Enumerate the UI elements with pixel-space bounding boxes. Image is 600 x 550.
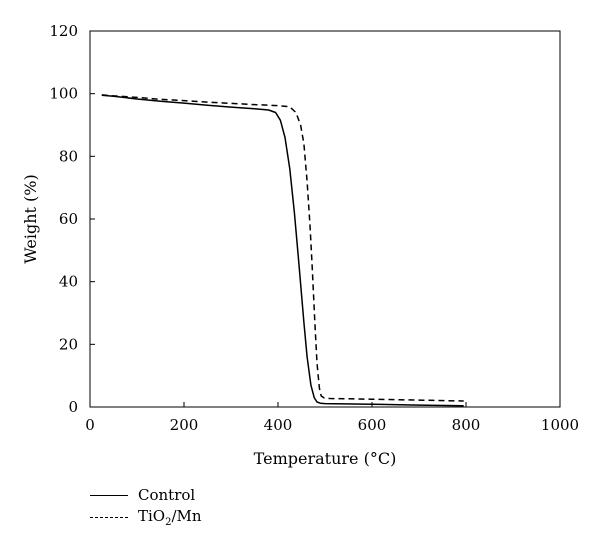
x-tick-label: 400 <box>264 416 293 434</box>
y-tick-label: 60 <box>59 210 78 228</box>
x-tick-label: 800 <box>452 416 481 434</box>
legend-item-tio2-mn: TiO2/Mn <box>90 506 202 528</box>
series-line-tio2-mn <box>101 94 464 402</box>
y-tick-label: 80 <box>59 147 78 165</box>
y-tick-label: 20 <box>59 335 78 353</box>
legend-item-control: Control <box>90 484 202 506</box>
series-line-control <box>101 94 464 407</box>
y-tick-label: 100 <box>49 85 78 103</box>
y-axis-label: Weight (%) <box>21 174 40 263</box>
series-layer <box>101 94 464 407</box>
x-tick-label: 200 <box>170 416 199 434</box>
x-tick-label: 1000 <box>541 416 579 434</box>
legend-label-tio2-mn: TiO2/Mn <box>138 507 202 528</box>
x-axis-ticks: 0 200 400 600 800 1000 <box>85 402 579 434</box>
legend-label-tio2-tail: /Mn <box>171 506 202 525</box>
legend-label-tio2-subscript: 2 <box>165 516 172 528</box>
x-tick-label: 0 <box>85 416 95 434</box>
y-tick-label: 0 <box>68 398 78 416</box>
tga-chart: 0 200 400 600 800 1000 0 20 40 60 80 100 120 Temper… <box>21 22 579 468</box>
plot-frame <box>89 30 561 408</box>
legend: Control TiO2/Mn <box>90 484 202 528</box>
x-axis-label: Temperature (°C) <box>254 449 397 468</box>
legend-label-tio2-main: TiO <box>138 506 166 525</box>
legend-dashed-line-swatch <box>90 516 128 518</box>
legend-label-control: Control <box>138 486 195 504</box>
legend-solid-line-swatch <box>90 494 128 496</box>
y-tick-label: 120 <box>49 22 78 40</box>
x-tick-label: 600 <box>358 416 387 434</box>
y-tick-label: 40 <box>59 273 78 291</box>
y-axis-ticks: 0 20 40 60 80 100 120 <box>49 22 95 416</box>
legend-label-control-text: Control <box>138 486 196 504</box>
